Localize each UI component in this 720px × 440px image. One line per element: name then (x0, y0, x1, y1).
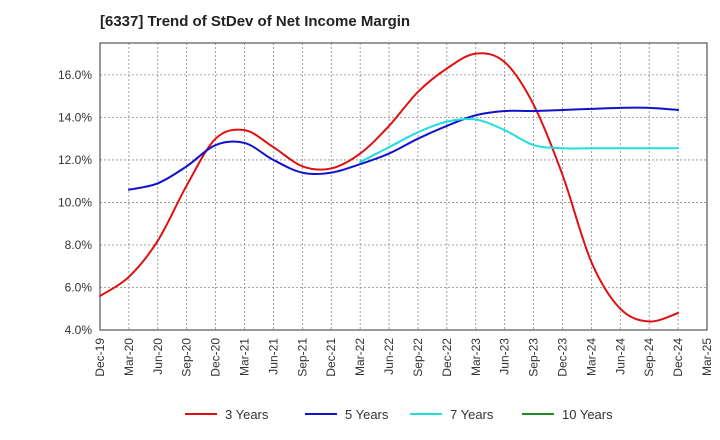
x-tick-label: Mar-22 (353, 338, 367, 376)
legend-label: 3 Years (225, 407, 269, 422)
y-tick-label: 10.0% (58, 195, 92, 209)
legend-label: 10 Years (562, 407, 613, 422)
x-tick-label: Mar-24 (584, 338, 598, 376)
x-tick-label: Sep-22 (411, 338, 425, 377)
series-line-5-years (127, 106, 680, 191)
y-tick-label: 14.0% (58, 110, 92, 124)
plot-area-border (99, 42, 708, 331)
x-tick-label: Dec-24 (671, 338, 685, 377)
series-line-7-years (359, 117, 680, 164)
y-tick-label: 4.0% (65, 323, 93, 337)
x-tick-label: Dec-21 (324, 338, 338, 377)
x-tick-label: Mar-20 (122, 338, 136, 376)
x-tick-label: Mar-25 (700, 338, 714, 376)
x-tick-label: Dec-22 (440, 338, 454, 377)
chart-title: [6337] Trend of StDev of Net Income Marg… (100, 13, 411, 30)
x-tick-label: Dec-19 (93, 338, 107, 377)
grid-layer (99, 43, 708, 331)
x-tick-label: Sep-20 (180, 338, 194, 377)
x-tick-label: Jun-23 (498, 338, 512, 375)
x-tick-label: Jun-20 (151, 338, 165, 375)
legend: 3 Years 5 Years 7 Years 10 Years (185, 407, 613, 422)
x-tick-label: Mar-23 (469, 338, 483, 376)
x-tick-label: Sep-24 (642, 338, 656, 377)
y-tick-label: 16.0% (58, 68, 92, 82)
legend-label: 7 Years (450, 407, 494, 422)
x-tick-label: Jun-24 (613, 338, 627, 375)
x-tick-label: Dec-20 (209, 338, 223, 377)
x-tick-label: Sep-21 (295, 338, 309, 377)
x-tick-label: Jun-22 (382, 338, 396, 375)
series-line-3-years (99, 52, 680, 323)
y-tick-label: 6.0% (65, 280, 93, 294)
x-tick-label: Dec-23 (555, 338, 569, 377)
y-tick-label: 12.0% (58, 153, 92, 167)
x-tick-label: Jun-21 (266, 338, 280, 375)
legend-label: 5 Years (345, 407, 389, 422)
series-layer (99, 52, 680, 323)
axis-layer: 4.0% 6.0% 8.0% 10.0% 12.0% 14.0% 16.0% Dec-19 Ma… (58, 42, 714, 377)
x-tick-label: Sep-23 (527, 338, 541, 377)
x-tick-label: Mar-21 (238, 338, 252, 376)
y-tick-label: 8.0% (65, 238, 93, 252)
